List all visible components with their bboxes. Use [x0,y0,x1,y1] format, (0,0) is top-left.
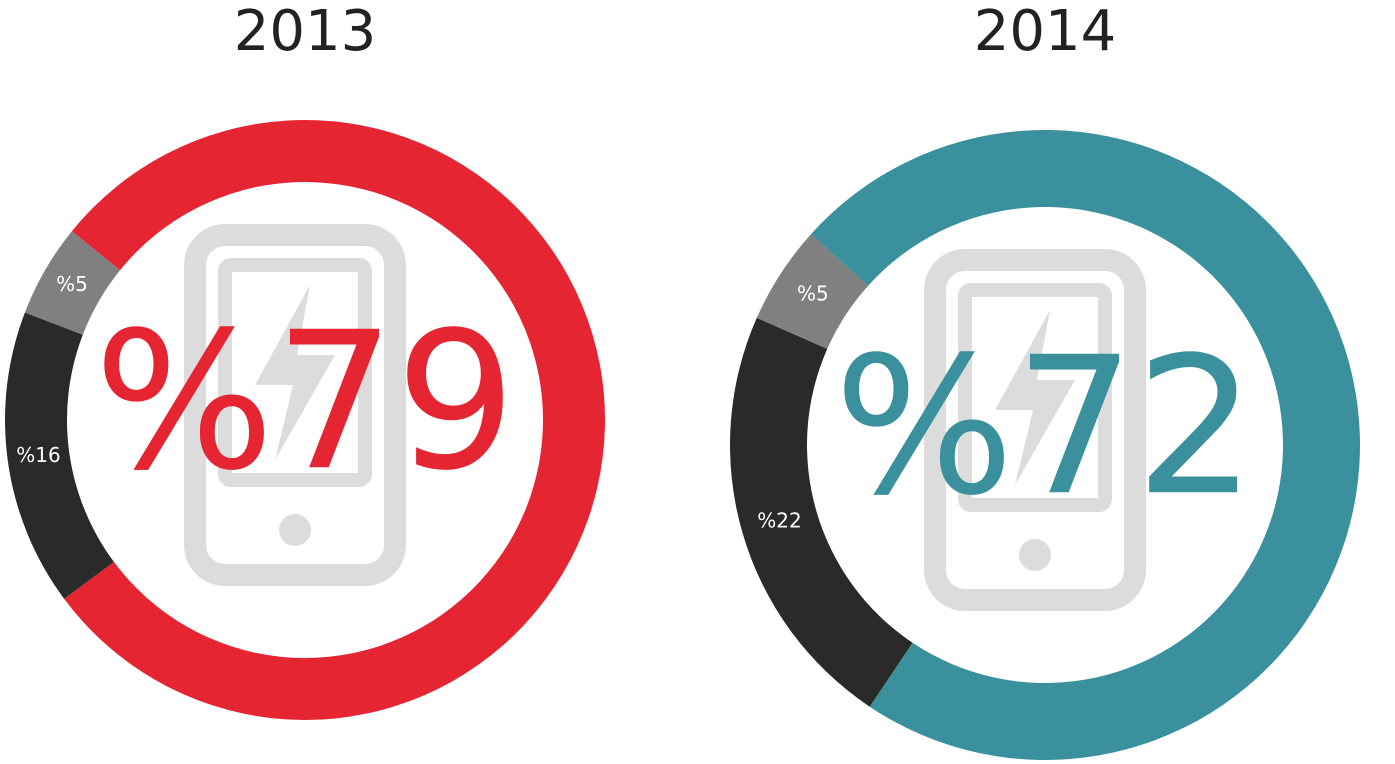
chart-title: 2013 [234,0,377,64]
home-button [279,514,311,546]
bolt [255,285,335,460]
segment-label: %5 [797,281,829,305]
phone-screen [958,283,1112,512]
segment-label: %5 [56,272,88,296]
center-label: %72 [834,316,1256,537]
center-label: %79 [94,291,516,512]
phone-screen [218,258,372,487]
donut-segment [756,234,869,349]
segment-label: %16 [16,443,60,467]
chart-title: 2014 [974,0,1117,64]
bolt [995,310,1075,485]
phone-icon [924,249,1146,611]
donut-segment [24,231,121,335]
phone-icon [184,224,406,586]
donut-segment [810,129,1361,761]
segment-label: %22 [757,509,801,533]
donut-segment [5,312,114,599]
phone-body [184,224,406,586]
phone-body [924,249,1146,611]
donut-segment [730,317,913,707]
home-button [1019,539,1051,571]
